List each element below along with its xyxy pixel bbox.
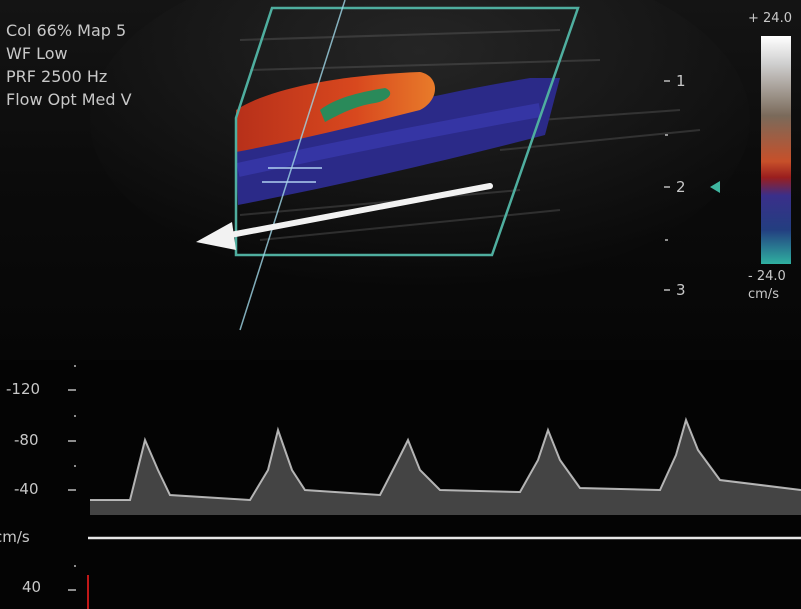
velocity-tick-label: -40 xyxy=(14,480,39,498)
velocity-tick-label: -80 xyxy=(14,431,39,449)
velocity-unit-label: cm/s xyxy=(0,528,30,546)
velocity-tick-label: -120 xyxy=(6,380,41,398)
flow-opt-setting: Flow Opt Med V xyxy=(6,90,132,109)
depth-label: 1 xyxy=(676,72,686,90)
color-bar-top-label: + 24.0 xyxy=(748,11,792,26)
prf-setting: PRF 2500 Hz xyxy=(6,67,108,86)
color-gain-setting: Col 66% Map 5 xyxy=(6,21,127,40)
depth-label: 2 xyxy=(676,178,686,196)
color-bar-bottom-label: - 24.0 xyxy=(748,269,786,284)
velocity-tick-label: 40 xyxy=(22,578,42,596)
depth-label: 3 xyxy=(676,281,686,299)
color-bar-unit: cm/s xyxy=(748,287,779,302)
wall-filter-setting: WF Low xyxy=(6,44,68,63)
spectral-waveform xyxy=(90,416,801,515)
